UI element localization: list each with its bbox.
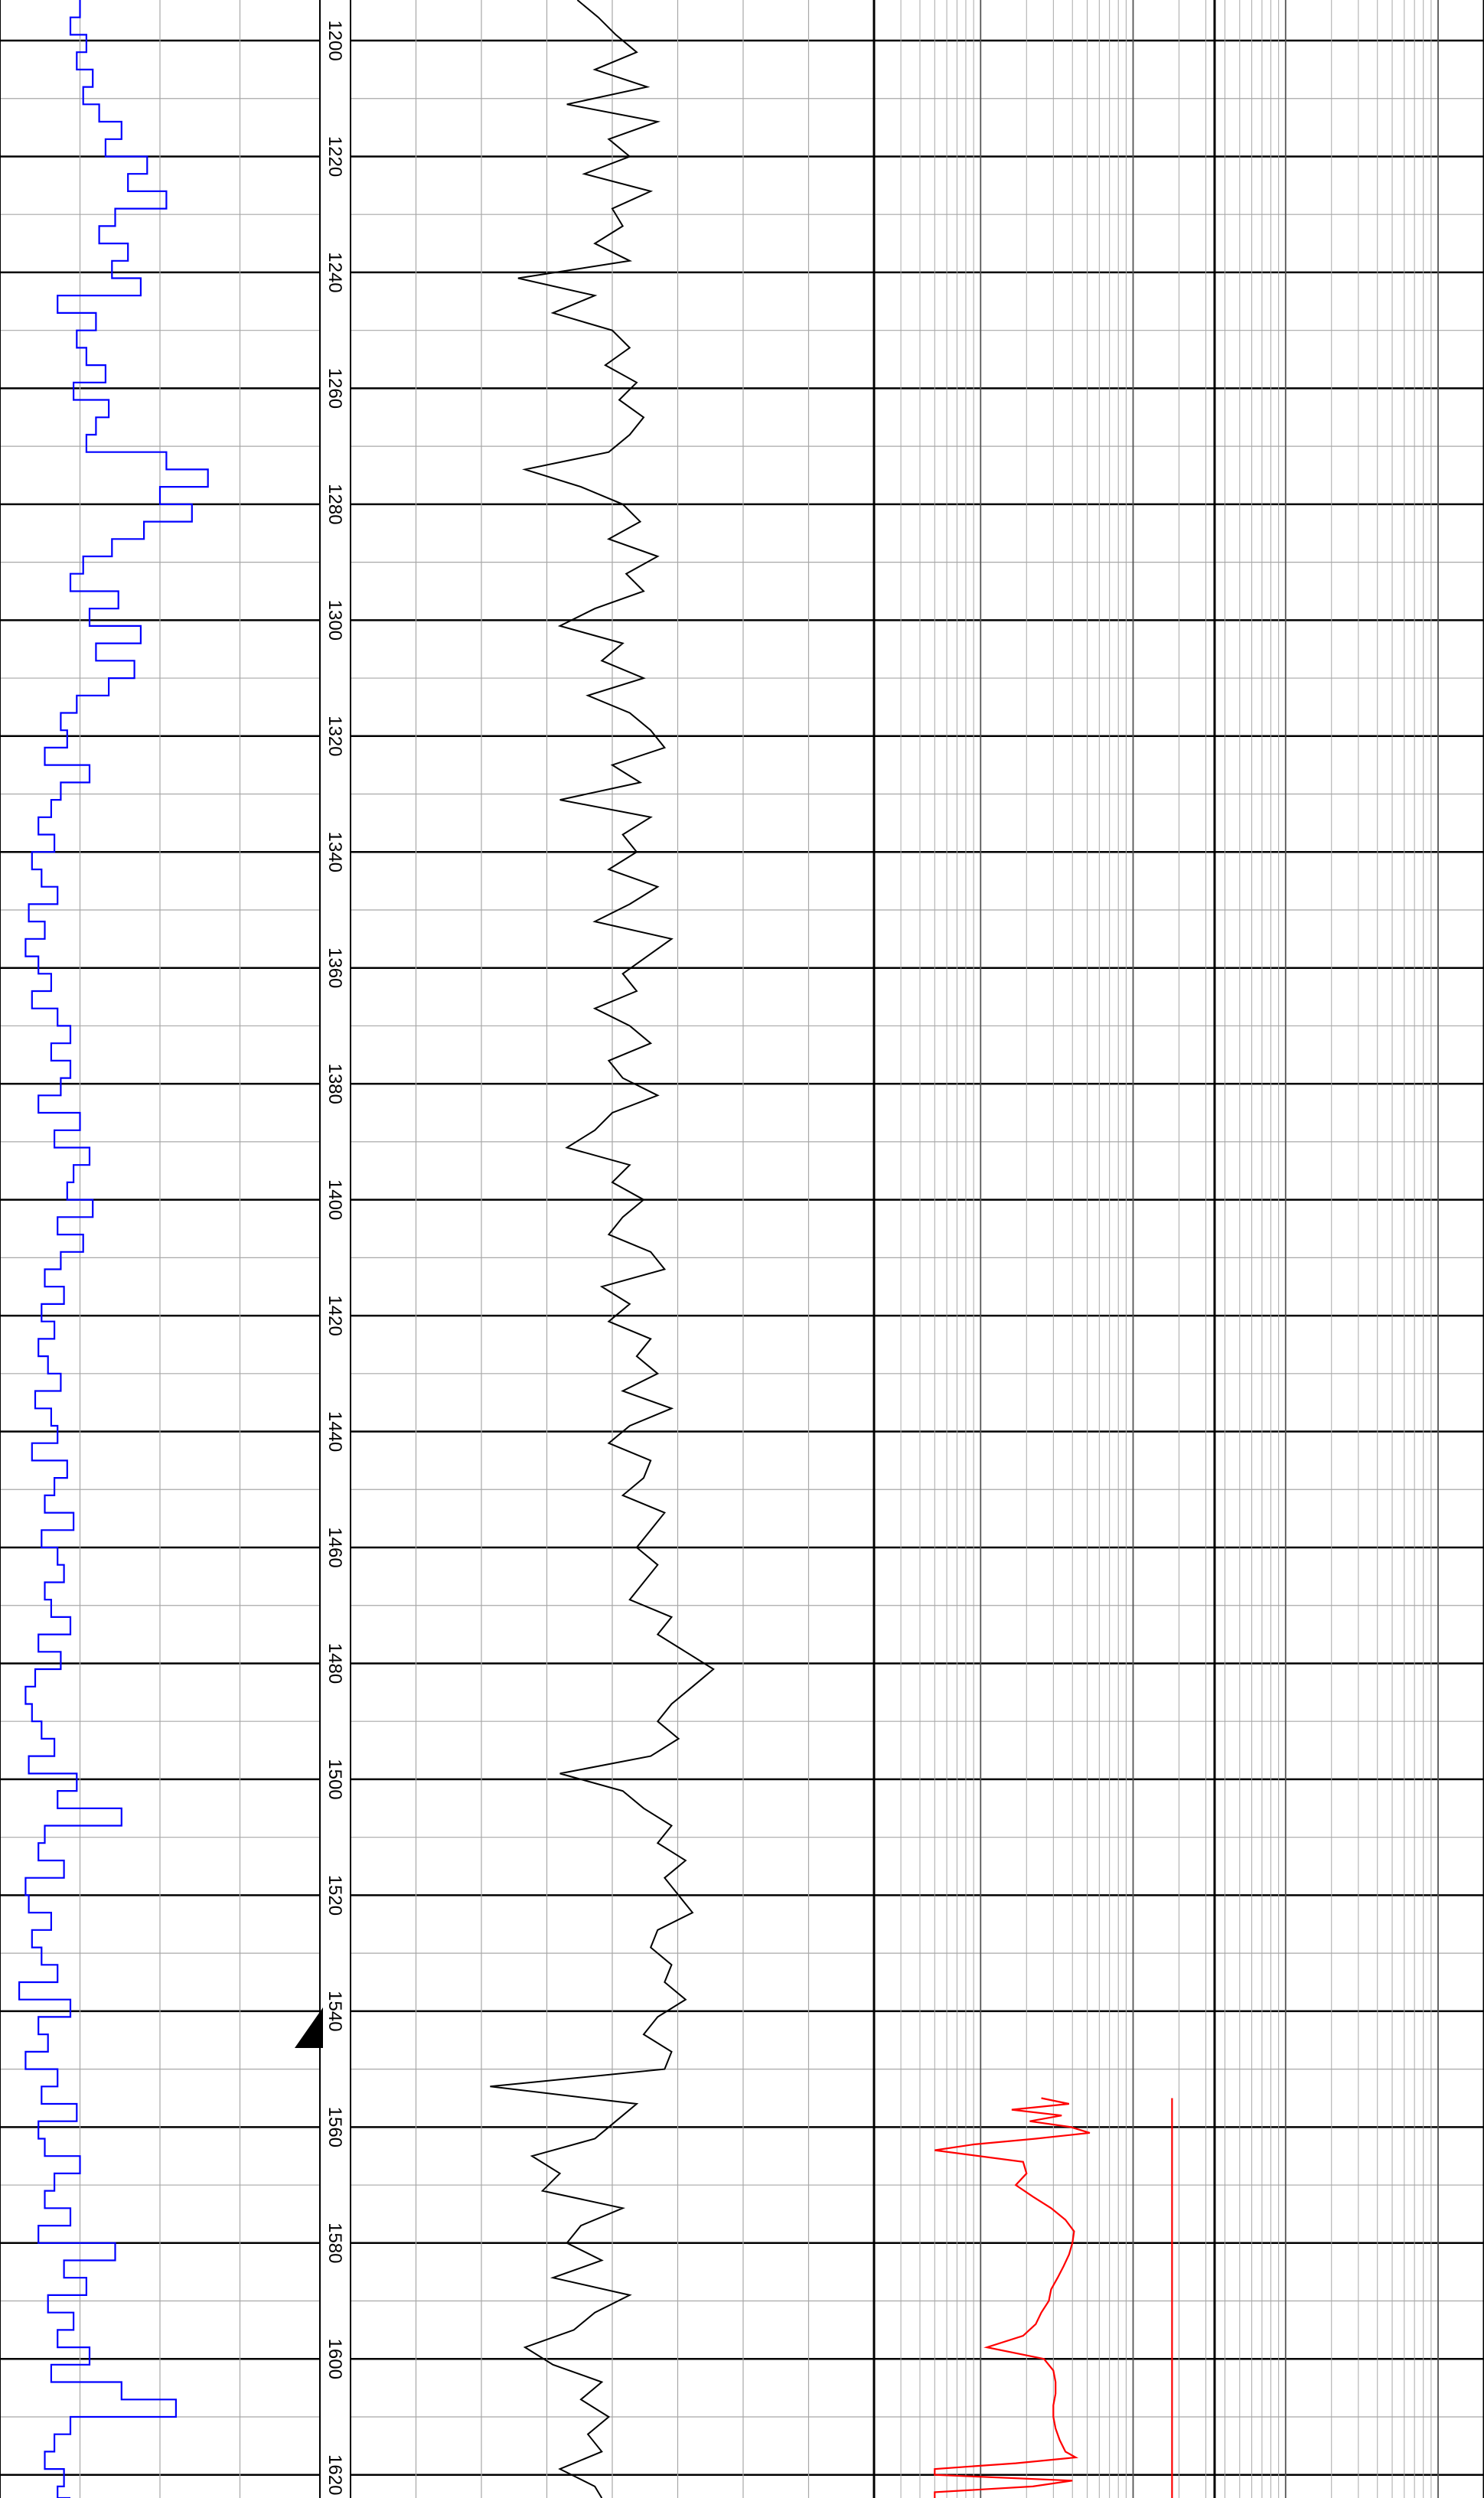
- depth-label: 1420: [325, 1295, 345, 1335]
- depth-label: 1600: [325, 2339, 345, 2379]
- depth-label: 1440: [325, 1411, 345, 1452]
- depth-marker: [295, 2007, 323, 2049]
- depth-label: 1620: [325, 2454, 345, 2495]
- depth-label: 1340: [325, 832, 345, 872]
- depth-label: 1280: [325, 484, 345, 524]
- track2-curve: [490, 0, 715, 2498]
- log-curves: [18, 0, 1173, 2498]
- depth-label: 1500: [325, 1759, 345, 1799]
- depth-label: 1240: [325, 252, 345, 292]
- depth-marker-triangle: [295, 2007, 323, 2049]
- depth-label: 1580: [325, 2222, 345, 2263]
- depth-label: 1360: [325, 947, 345, 988]
- track3-curve-1: [934, 2097, 1091, 2498]
- track3-grid: [872, 0, 1484, 2498]
- depth-label: 1480: [325, 1643, 345, 1684]
- depth-label: 1220: [325, 136, 345, 177]
- depth-label: 1260: [325, 368, 345, 409]
- depth-label: 1460: [325, 1527, 345, 1567]
- depth-label: 1560: [325, 2107, 345, 2147]
- depth-label: 1520: [325, 1875, 345, 1916]
- depth-track-labels: 1200 1220 1240 1260 1280 1300 1320 1340 1360 1380…: [325, 20, 345, 2495]
- depth-label: 1300: [325, 600, 345, 641]
- track1-curve: [18, 0, 209, 2498]
- depth-label: 1200: [325, 20, 345, 60]
- depth-label: 1320: [325, 716, 345, 756]
- depth-label: 1380: [325, 1063, 345, 1104]
- depth-label: 1540: [325, 1991, 345, 2031]
- depth-label: 1400: [325, 1179, 345, 1220]
- track1-grid: [0, 0, 321, 2498]
